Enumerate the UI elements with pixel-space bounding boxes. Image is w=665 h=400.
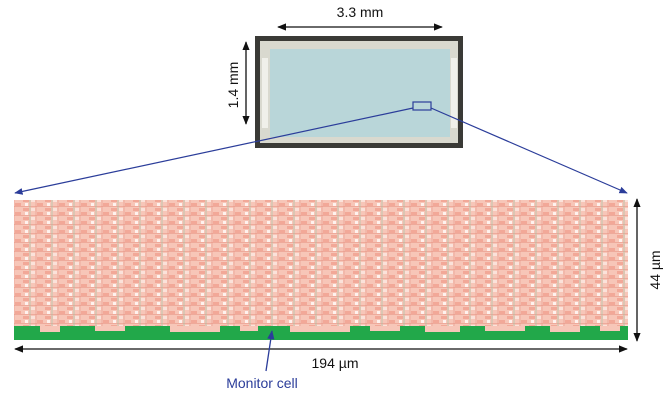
zoom-line <box>14 107 414 195</box>
dimension-label: 44 µm <box>647 250 663 289</box>
callout-arrow <box>265 330 275 372</box>
dimension-label: 194 µm <box>312 355 359 371</box>
dimension-label: 1.4 mm <box>225 62 241 109</box>
zoom-box <box>412 101 432 111</box>
layout-image <box>14 200 628 340</box>
zoom-line <box>430 107 628 194</box>
chip-photo <box>255 36 463 148</box>
callout-label: Monitor cell <box>226 375 298 391</box>
dimension-label: 3.3 mm <box>337 4 384 20</box>
